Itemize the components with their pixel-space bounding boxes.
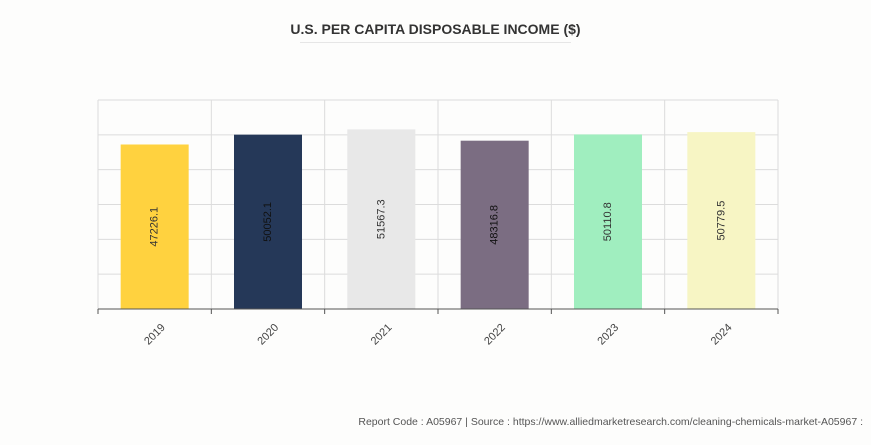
x-tick-label: 2024 <box>709 322 735 348</box>
bar-2022 <box>460 140 529 309</box>
data-label: 48316.8 <box>489 205 501 245</box>
bar-2020 <box>234 134 302 309</box>
bar-2021 <box>347 129 416 309</box>
chart-title: U.S. PER CAPITA DISPOSABLE INCOME ($) <box>290 21 581 37</box>
x-tick-label: 2019 <box>142 322 168 348</box>
x-tick-label: 2022 <box>482 322 508 348</box>
data-label: 50110.8 <box>602 202 614 241</box>
title-divider <box>300 42 571 43</box>
bar-2024 <box>687 132 756 309</box>
x-tick-label: 2020 <box>255 322 281 348</box>
x-tick-label: 2021 <box>369 322 395 348</box>
data-label: 47226.1 <box>149 207 161 247</box>
x-tick-label: 2023 <box>595 322 621 348</box>
source-footer: Report Code : A05967 | Source : https://… <box>358 416 863 428</box>
data-label: 50779.5 <box>715 201 727 241</box>
bar-2023 <box>574 134 642 309</box>
bar-2019 <box>120 144 189 309</box>
data-label: 51567.3 <box>375 199 387 239</box>
data-label: 50052.1 <box>262 202 274 242</box>
